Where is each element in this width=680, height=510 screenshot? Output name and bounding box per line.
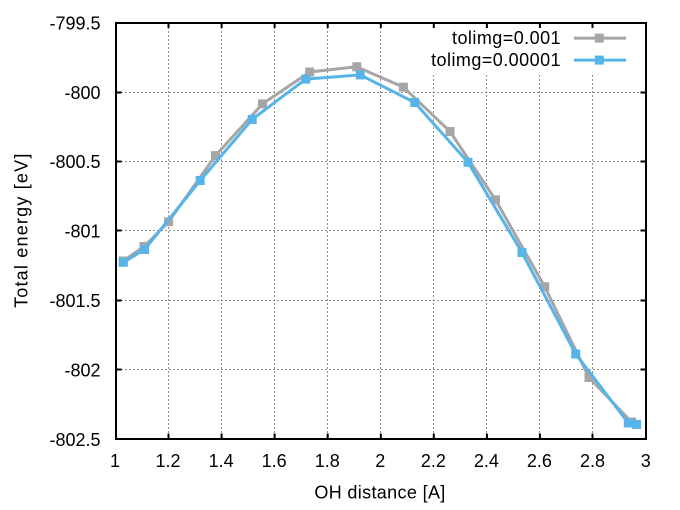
svg-text:OH distance [A]: OH distance [A] bbox=[314, 483, 445, 503]
svg-text:1.8: 1.8 bbox=[315, 451, 340, 471]
svg-text:-799.5: -799.5 bbox=[49, 13, 100, 33]
svg-text:-801: -801 bbox=[64, 222, 100, 242]
svg-text:-802.5: -802.5 bbox=[49, 430, 100, 450]
svg-text:3: 3 bbox=[641, 451, 651, 471]
svg-text:tolimg=0.00001: tolimg=0.00001 bbox=[431, 50, 561, 70]
svg-text:2: 2 bbox=[375, 451, 385, 471]
svg-text:2.2: 2.2 bbox=[421, 451, 446, 471]
svg-text:-800: -800 bbox=[64, 83, 100, 103]
svg-text:1.4: 1.4 bbox=[209, 451, 234, 471]
svg-text:Total energy [eV]: Total energy [eV] bbox=[12, 152, 32, 307]
svg-text:-801.5: -801.5 bbox=[49, 291, 100, 311]
svg-text:1: 1 bbox=[110, 451, 120, 471]
svg-text:1.6: 1.6 bbox=[262, 451, 287, 471]
svg-text:tolimg=0.001: tolimg=0.001 bbox=[452, 28, 561, 48]
svg-text:-802: -802 bbox=[64, 360, 100, 380]
svg-text:2.4: 2.4 bbox=[474, 451, 499, 471]
svg-text:2.8: 2.8 bbox=[580, 451, 605, 471]
svg-text:2.6: 2.6 bbox=[527, 451, 552, 471]
svg-text:-800.5: -800.5 bbox=[49, 152, 100, 172]
svg-text:1.2: 1.2 bbox=[155, 451, 180, 471]
